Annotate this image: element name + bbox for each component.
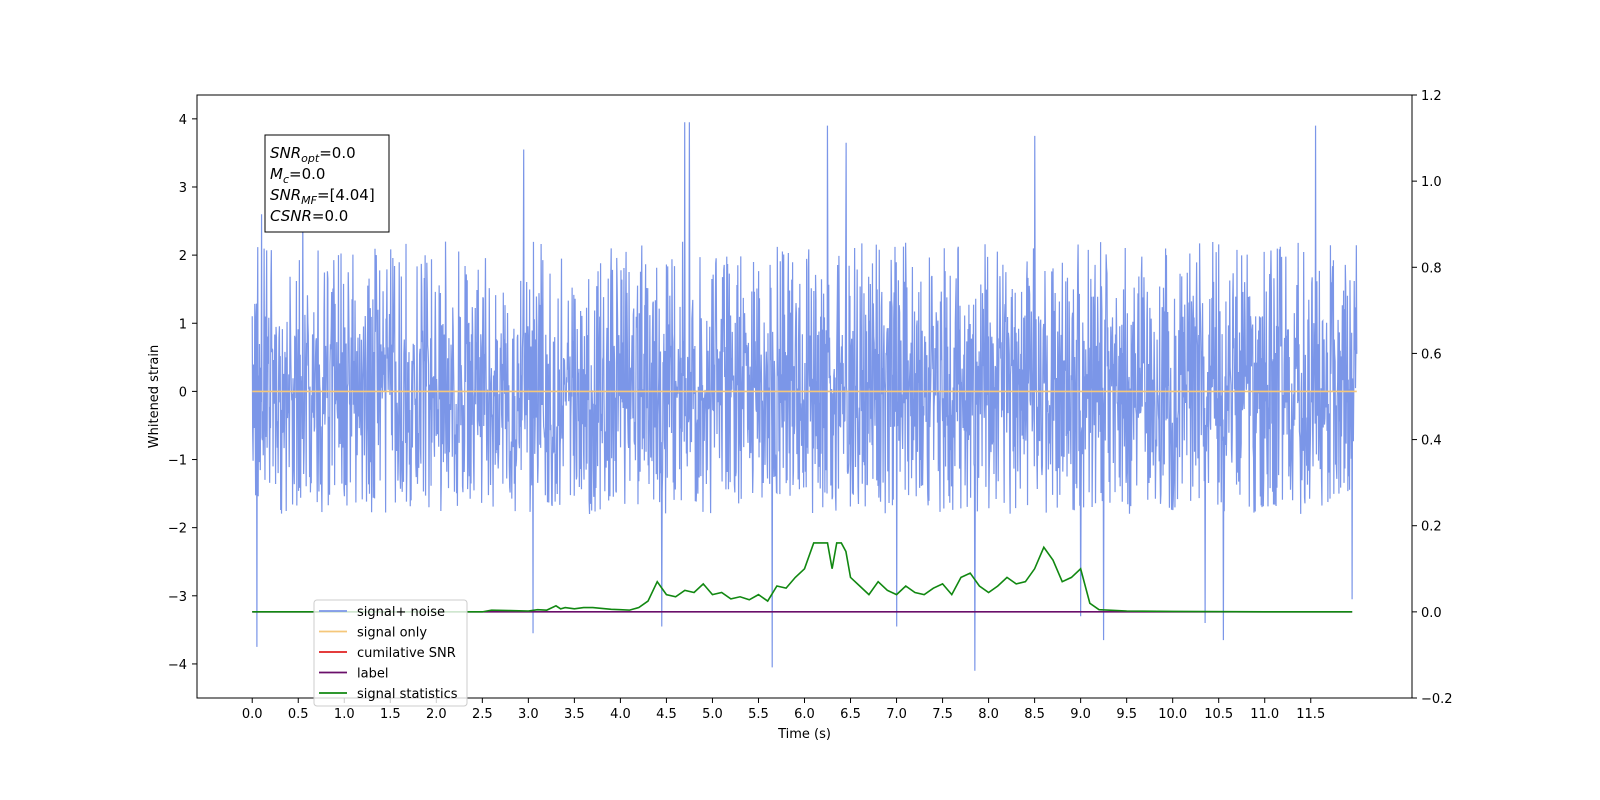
legend-label: cumilative SNR [357, 646, 456, 661]
y-right-tick-label: 0.0 [1421, 606, 1442, 621]
y-left-tick-label: 4 [179, 113, 187, 128]
info-box-line: SNRMF=[4.04] [270, 186, 375, 207]
x-tick-label: 11.0 [1250, 707, 1279, 722]
x-tick-label: 4.5 [656, 707, 677, 722]
y-left-tick-label: 1 [179, 317, 187, 332]
y-axis-left-title: Whitened strain [147, 345, 162, 448]
legend-label: signal only [357, 626, 427, 641]
x-tick-label: 7.5 [932, 707, 953, 722]
x-tick-label: 0.5 [288, 707, 309, 722]
x-tick-label: 8.0 [978, 707, 999, 722]
y-axis-left-ticks: 4 3 2 1 0 −1 −2 −3 −4 [168, 113, 197, 673]
x-tick-label: 0.0 [242, 707, 263, 722]
x-axis-title: Time (s) [777, 727, 831, 742]
x-tick-label: 3.0 [518, 707, 539, 722]
x-tick-label: 2.0 [426, 707, 447, 722]
x-tick-label: 9.0 [1070, 707, 1091, 722]
info-symbol: CSNR [270, 207, 312, 225]
info-box-frame [264, 134, 390, 233]
x-tick-label: 6.0 [794, 707, 815, 722]
info-subscript: opt [301, 152, 320, 165]
y-right-tick-label: 1.0 [1421, 175, 1442, 190]
x-tick-label: 11.5 [1296, 707, 1325, 722]
x-tick-label: 6.5 [840, 707, 861, 722]
y-left-tick-label: −1 [168, 454, 187, 469]
y-right-tick-label: 0.6 [1421, 347, 1442, 362]
x-tick-label: 5.0 [702, 707, 723, 722]
x-tick-label: 1.5 [380, 707, 401, 722]
x-tick-label: 8.5 [1024, 707, 1045, 722]
info-symbol: SNR [270, 144, 301, 162]
y-right-tick-label: 1.2 [1421, 89, 1442, 104]
y-left-tick-label: 3 [179, 181, 187, 196]
legend-label: label [357, 667, 388, 682]
info-box-line: SNRopt=0.0 [270, 144, 356, 165]
x-tick-label: 10.5 [1204, 707, 1233, 722]
legend-label: signal statistics [357, 687, 458, 702]
x-tick-label: 3.5 [564, 707, 585, 722]
info-box-line: CSNR=0.0 [270, 207, 348, 225]
x-tick-label: 7.0 [886, 707, 907, 722]
info-symbol: M [270, 165, 283, 183]
info-value: =0.0 [289, 165, 325, 183]
y-right-tick-label: −0.2 [1421, 692, 1453, 707]
info-value: =0.0 [319, 144, 355, 162]
series-signal-noise [251, 122, 1358, 671]
y-left-tick-label: −2 [168, 522, 187, 537]
x-axis-ticks: 0.0 0.5 1.0 1.5 2.0 2.5 3.0 3.5 4.0 4.5 5.0 5.5 6.0 6… [242, 698, 1325, 722]
x-tick-label: 5.5 [748, 707, 769, 722]
info-subscript: c [283, 173, 289, 186]
x-tick-label: 10.0 [1158, 707, 1187, 722]
legend-label: signal+ noise [357, 605, 445, 620]
x-tick-label: 4.0 [610, 707, 631, 722]
info-symbol: SNR [270, 186, 301, 204]
y-axis-right-ticks: 1.2 1.0 0.8 0.6 0.4 0.2 0.0 −0.2 [1412, 89, 1453, 707]
info-value: =[4.04] [317, 186, 375, 204]
series-signal-statistics [252, 542, 1353, 613]
series-layer [251, 122, 1358, 671]
info-box-line: Mc=0.0 [270, 165, 325, 186]
info-subscript: MF [301, 194, 317, 207]
legend-frame [313, 599, 468, 707]
y-right-tick-label: 0.4 [1421, 434, 1442, 449]
info-value: =0.0 [312, 207, 348, 225]
y-right-tick-label: 0.2 [1421, 520, 1442, 535]
x-tick-label: 1.0 [334, 707, 355, 722]
y-left-tick-label: −4 [168, 658, 187, 673]
x-tick-label: 2.5 [472, 707, 493, 722]
y-left-tick-label: 2 [179, 249, 187, 264]
y-left-tick-label: −3 [168, 590, 187, 605]
y-right-tick-label: 0.8 [1421, 261, 1442, 276]
y-left-tick-label: 0 [179, 385, 187, 400]
x-tick-label: 9.5 [1116, 707, 1137, 722]
legend: signal+ noise signal only cumilative SNR la… [313, 599, 468, 707]
